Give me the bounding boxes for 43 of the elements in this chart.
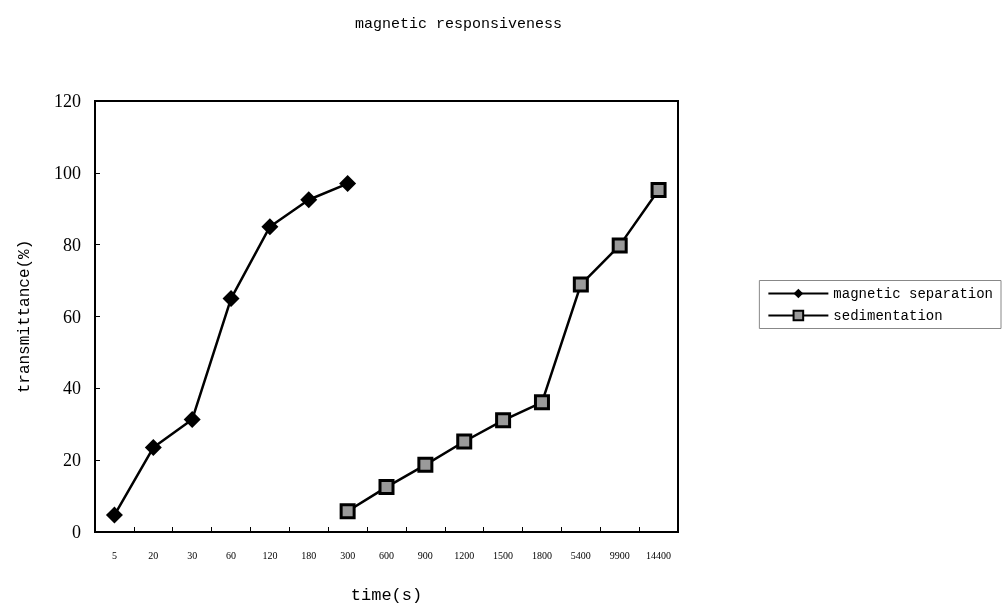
x-tick-label: 120 (262, 549, 278, 561)
point (533, 394, 550, 411)
x-tick-label: 900 (417, 549, 433, 561)
point (183, 411, 201, 429)
x-tick-label: 5 (111, 549, 117, 561)
y-tick-label: 40 (63, 378, 81, 399)
x-tick-label: 180 (301, 549, 317, 561)
x-tick-label: 1500 (493, 549, 514, 561)
point (611, 237, 628, 254)
point (105, 506, 123, 524)
point (456, 433, 473, 450)
point (495, 412, 512, 429)
x-tick-label: 1800 (531, 549, 552, 561)
point (417, 456, 434, 473)
point (339, 175, 357, 193)
y-axis-title: transmittance(%) (16, 239, 34, 394)
x-tick-label: 30 (187, 549, 198, 561)
point (300, 191, 318, 209)
point (261, 218, 279, 236)
point (222, 290, 240, 308)
y-tick-label: 120 (54, 91, 81, 111)
point (378, 479, 395, 496)
x-tick-label: 20 (148, 549, 159, 561)
point (144, 439, 162, 457)
point (572, 276, 589, 293)
chart-title: magnetic responsiveness (355, 16, 563, 33)
x-tick-label: 5400 (570, 549, 591, 561)
y-tick-label: 60 (63, 306, 81, 327)
legend-label: magnetic separation (833, 285, 994, 302)
x-tick-label: 14400 (646, 549, 672, 561)
x-tick-label: 9900 (609, 549, 630, 561)
x-tick-label: 1200 (454, 549, 475, 561)
legend-label: sedimentation (833, 307, 943, 324)
y-tick-label: 20 (63, 450, 81, 471)
point (339, 503, 356, 520)
x-tick-label: 60 (226, 549, 237, 561)
y-tick-label: 100 (54, 162, 81, 183)
x-tick-label: 300 (340, 549, 356, 561)
x-axis-title: time(s) (350, 586, 423, 605)
y-tick-label: 80 (63, 234, 81, 255)
x-tick-label: 600 (379, 549, 394, 561)
y-tick-label: 0 (72, 522, 81, 542)
point (650, 182, 667, 199)
